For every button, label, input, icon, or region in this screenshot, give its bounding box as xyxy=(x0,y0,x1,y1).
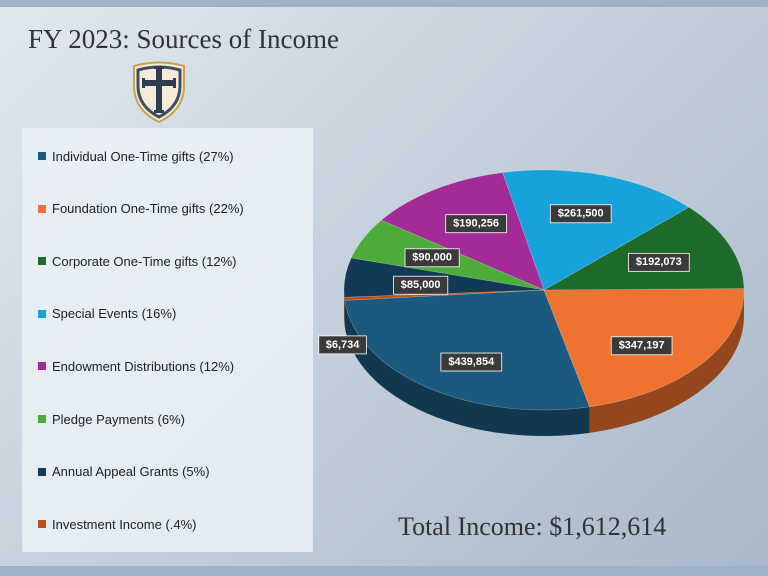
legend-swatch xyxy=(38,204,46,213)
legend-swatch xyxy=(38,362,46,371)
legend-panel xyxy=(22,128,313,552)
legend-label: Individual One-Time gifts (27%) xyxy=(52,148,234,164)
pie-slice-side xyxy=(344,300,590,436)
data-label: $261,500 xyxy=(549,204,612,224)
legend-label: Investment Income (.4%) xyxy=(52,516,197,532)
data-label: $439,854 xyxy=(440,352,503,372)
legend-item: Special Events (16%) xyxy=(38,306,176,322)
legend-label: Pledge Payments (6%) xyxy=(52,411,185,427)
data-label-text: $90,000 xyxy=(412,252,452,264)
data-label-text: $85,000 xyxy=(401,279,441,291)
legend-item: Corporate One-Time gifts (12%) xyxy=(38,253,236,269)
data-label: $190,256 xyxy=(445,214,507,234)
legend-item: Annual Appeal Grants (5%) xyxy=(38,464,210,480)
legend-item: Endowment Distributions (12%) xyxy=(38,358,234,374)
pie-slice xyxy=(344,289,545,301)
pie-slice xyxy=(542,206,745,291)
data-label-text: $190,256 xyxy=(453,218,499,230)
total-income-label: Total Income: $1,612,614 xyxy=(398,512,667,541)
page-title: FY 2023: Sources of Income xyxy=(28,24,339,54)
data-label-text: $192,073 xyxy=(636,256,682,268)
legend-swatch xyxy=(38,415,46,423)
pie-slice xyxy=(502,169,690,291)
legend-item: Investment Income (.4%) xyxy=(38,516,197,532)
legend-swatch xyxy=(38,467,46,476)
data-label: $85,000 xyxy=(393,275,449,295)
data-label-box xyxy=(440,352,503,372)
legend-label: Corporate One-Time gifts (12%) xyxy=(52,253,237,269)
shield-cross-logo xyxy=(133,61,185,124)
data-label-text: $439,854 xyxy=(448,356,495,368)
data-label-box xyxy=(445,214,507,234)
legend-swatch xyxy=(38,520,46,529)
data-label-box xyxy=(610,336,673,356)
data-label: $6,734 xyxy=(318,335,367,355)
legend-item: Foundation One-Time gifts (22%) xyxy=(38,201,244,217)
data-label-box xyxy=(549,204,612,224)
data-label: $347,197 xyxy=(610,336,673,356)
legend-swatch xyxy=(38,257,46,266)
income-pie-chart: $439,854 $347,197 $192,073 $261,500 $190,256… xyxy=(318,169,745,436)
legend-item: Pledge Payments (6%) xyxy=(38,411,185,427)
pie-slice xyxy=(344,289,591,411)
legend-item: Individual One-Time gifts (27%) xyxy=(38,148,234,164)
data-label: $192,073 xyxy=(628,252,690,272)
bottom-accent-bar xyxy=(0,566,768,576)
data-label-text: $261,500 xyxy=(558,208,604,220)
legend-label: Annual Appeal Grants (5%) xyxy=(52,464,210,480)
legend-label: Foundation One-Time gifts (22%) xyxy=(52,201,244,217)
legend-swatch xyxy=(38,309,46,318)
data-label-box xyxy=(393,275,449,295)
legend-swatch xyxy=(38,152,46,160)
data-label-text: $347,197 xyxy=(619,340,665,352)
legend-label: Special Events (16%) xyxy=(52,306,177,322)
top-accent-bar xyxy=(0,0,768,7)
pie-slice-side xyxy=(589,290,744,433)
data-label-box xyxy=(628,252,690,272)
legend-label: Endowment Distributions (12%) xyxy=(52,358,235,374)
data-label-text: $6,734 xyxy=(326,339,361,351)
data-label: $90,000 xyxy=(404,248,460,268)
data-label-box xyxy=(404,248,460,268)
data-label-box xyxy=(318,335,367,355)
